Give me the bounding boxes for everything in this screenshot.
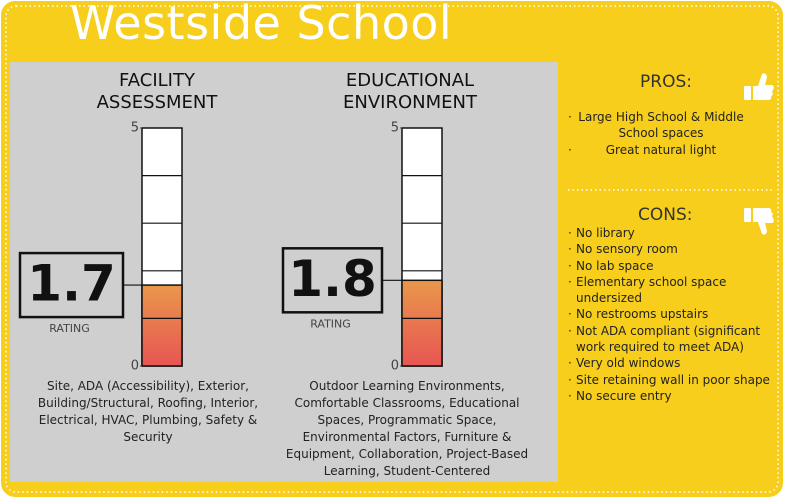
thumbs-up-icon	[744, 73, 774, 100]
gauge-description: Site, ADA (Accessibility), Exterior, Bui…	[37, 379, 259, 444]
pros-heading: PROS:	[640, 72, 692, 92]
list-item: No library	[566, 225, 781, 242]
list-item: Site retaining wall in poor shape	[566, 372, 781, 389]
rating-caption: RATING	[49, 322, 90, 335]
cons-heading: CONS:	[638, 205, 693, 225]
page-title: Westside School	[70, 0, 453, 50]
list-item: Elementary school space undersized	[566, 274, 781, 307]
gauge-title: FACILITY ASSESSMENT	[96, 70, 218, 113]
y-tick-label: 0	[131, 359, 139, 374]
list-item: No restrooms upstairs	[566, 306, 781, 323]
thumbs-down-icon	[744, 208, 774, 235]
gauge-title: EDUCATIONAL ENVIRONMENT	[343, 70, 477, 113]
gauge-description: Outdoor Learning Environments, Comfortab…	[285, 379, 529, 478]
list-item: No secure entry	[566, 388, 781, 405]
gauge-fill	[401, 279, 443, 367]
cons-list: No libraryNo sensory roomNo lab spaceEle…	[566, 225, 781, 405]
pros-list: Large High School & Middle School spaces…	[566, 109, 746, 158]
list-item: No sensory room	[566, 241, 781, 258]
list-item: Great natural light	[566, 142, 746, 159]
rating-value: 1.8	[288, 250, 377, 308]
rating-value: 1.7	[27, 255, 116, 313]
list-item: No lab space	[566, 258, 781, 275]
y-tick-label: 5	[131, 121, 139, 136]
gauge-fill	[141, 284, 183, 367]
list-item: Very old windows	[566, 355, 781, 372]
rating-caption: RATING	[310, 317, 351, 330]
y-tick-label: 0	[391, 359, 399, 374]
list-item: Large High School & Middle School spaces	[566, 109, 746, 142]
list-item: Not ADA compliant (significant work requ…	[566, 323, 781, 356]
y-tick-label: 5	[391, 121, 399, 136]
dotted-border	[5, 5, 779, 493]
